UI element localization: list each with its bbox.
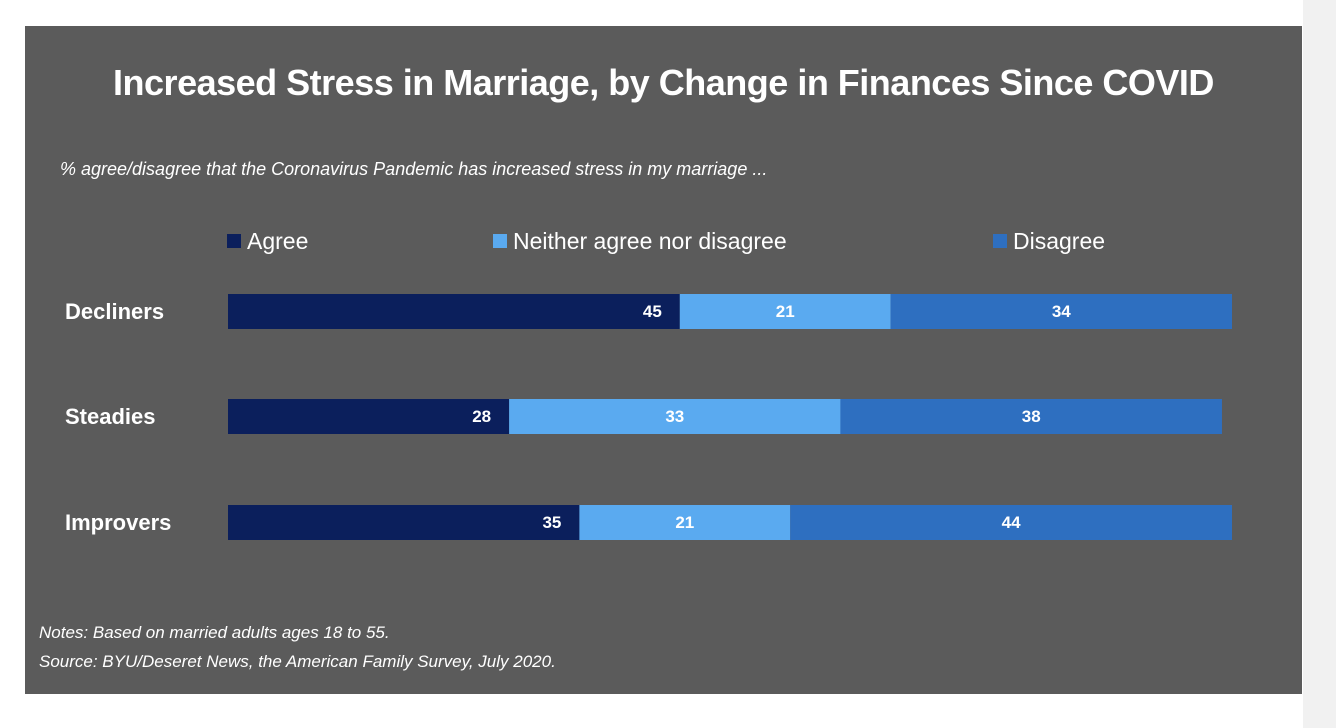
chart-panel: Increased Stress in Marriage, by Change …: [25, 26, 1302, 694]
legend-item-agree: Agree: [227, 227, 309, 254]
chart-source: Source: BYU/Deseret News, the American F…: [39, 652, 556, 671]
bar-decliners-disagree: [890, 294, 1232, 329]
category-label-improvers: Improvers: [65, 510, 171, 535]
bar-improvers-neither-agree-nor-disagree: [579, 505, 791, 540]
data-label-improvers-disagree: 44: [1002, 513, 1021, 532]
legend-swatch-neither: [493, 234, 507, 248]
category-label-decliners: Decliners: [65, 299, 164, 324]
data-label-improvers-agree: 35: [542, 513, 561, 532]
chart-notes: Notes: Based on married adults ages 18 t…: [39, 623, 390, 642]
data-label-steadies-agree: 28: [472, 407, 491, 426]
legend-label-neither: Neither agree nor disagree: [513, 227, 787, 254]
legend-swatch-disagree: [993, 234, 1007, 248]
bar-improvers-agree: [228, 505, 580, 540]
stacked-bar-chart: Decliners 45 21 34 Steadies 28 33 38 Improvers 35…: [65, 294, 1232, 540]
data-label-decliners-neither-agree-nor-disagree: 21: [776, 302, 795, 321]
chart-title: Increased Stress in Marriage, by Change …: [113, 62, 1214, 103]
legend-swatch-agree: [227, 234, 241, 248]
category-label-steadies: Steadies: [65, 404, 156, 429]
bar-decliners-agree: [228, 294, 680, 329]
data-label-decliners-agree: 45: [643, 302, 662, 321]
chart-subtitle: % agree/disagree that the Coronavirus Pa…: [60, 159, 768, 179]
page-side-strip: [1303, 0, 1336, 728]
data-label-steadies-neither-agree-nor-disagree: 33: [665, 407, 684, 426]
data-label-steadies-disagree: 38: [1022, 407, 1041, 426]
data-label-improvers-neither-agree-nor-disagree: 21: [675, 513, 694, 532]
bar-steadies-agree: [228, 399, 510, 434]
legend-item-disagree: Disagree: [993, 227, 1106, 254]
legend-item-neither: Neither agree nor disagree: [493, 227, 787, 254]
bar-steadies-disagree: [840, 399, 1222, 434]
legend-label-agree: Agree: [247, 227, 309, 254]
bar-steadies-neither-agree-nor-disagree: [509, 399, 841, 434]
legend-label-disagree: Disagree: [1013, 227, 1106, 254]
bar-decliners-neither-agree-nor-disagree: [679, 294, 891, 329]
bar-improvers-disagree: [790, 505, 1232, 540]
data-label-decliners-disagree: 34: [1052, 302, 1071, 321]
